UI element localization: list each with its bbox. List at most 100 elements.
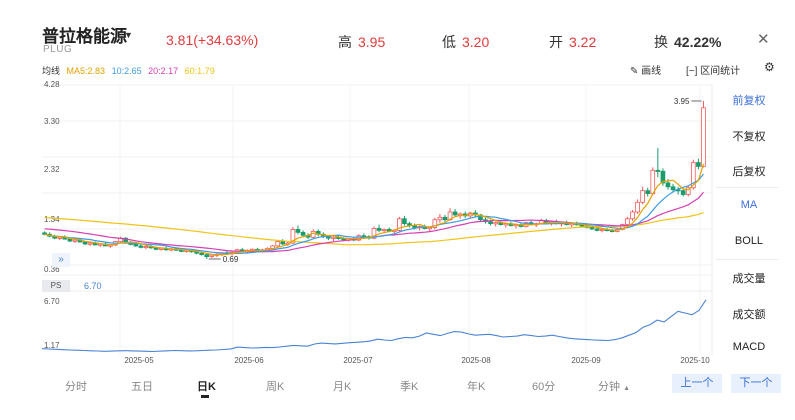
candle-body — [650, 169, 656, 194]
draw-line-button[interactable]: ✎ 画线 — [630, 66, 662, 77]
side-forward-adjusted[interactable]: 前复权 — [732, 95, 766, 107]
candle-body — [199, 252, 204, 256]
side-menu-separator — [716, 187, 778, 188]
price-axis-label: 2.32 — [44, 165, 60, 174]
ma5-value: MA5:2.83 — [66, 66, 106, 76]
candle-body — [361, 235, 367, 238]
time-axis-label: 2025-10 — [680, 356, 710, 365]
side-menu-separator — [716, 259, 778, 260]
candle-body — [442, 216, 448, 221]
candle-body — [209, 254, 215, 257]
candle-body — [402, 218, 407, 225]
ma60-value: 60:1.79 — [184, 66, 215, 76]
candle-body — [645, 190, 651, 194]
high-stat: 高 3.95 — [338, 34, 386, 50]
candle-body — [133, 244, 139, 247]
expand-panel-button[interactable]: » — [52, 253, 70, 267]
prev-stock-button[interactable]: 上一个 — [672, 374, 722, 393]
last-price: 3.81(+34.63%) — [166, 32, 259, 48]
candle-body — [381, 229, 387, 232]
candle-body — [452, 211, 458, 216]
candle-body — [685, 187, 691, 195]
period-tabs: 分时 五日 日K 周K 月K 季K 年K 60分 分钟 ▲ 上一个 下一个 — [0, 372, 795, 402]
ps-indicator-label[interactable]: PS — [42, 280, 70, 292]
settings-gear-icon[interactable]: ⚙ — [764, 60, 775, 74]
side-macd[interactable]: MACD — [732, 341, 766, 353]
tab-monthly-k[interactable]: 月K — [333, 381, 352, 393]
candle-body — [275, 241, 281, 247]
pencil-icon: ✎ — [630, 66, 639, 77]
ma10-value: 10:2.65 — [111, 66, 142, 76]
tab-minute[interactable]: 分钟 ▲ — [598, 381, 630, 393]
side-backward-adjusted[interactable]: 后复权 — [732, 166, 766, 178]
low-marker-label: 0.69 — [223, 255, 239, 264]
candle-body — [625, 218, 630, 225]
candle-body — [599, 229, 605, 232]
candle-body — [680, 190, 686, 195]
price-axis-label: 3.30 — [44, 117, 60, 126]
candle-body — [691, 162, 696, 189]
candle-body — [326, 236, 331, 239]
candle-body — [67, 238, 73, 242]
ma-legend-label: 均线 — [42, 66, 61, 76]
time-axis-label: 2025-08 — [461, 356, 491, 365]
ma10-line — [44, 173, 704, 254]
range-bracket-icon: [~] — [686, 66, 698, 77]
side-volume[interactable]: 成交量 — [732, 273, 766, 285]
candle-body — [204, 254, 210, 257]
stock-name[interactable]: 普拉格能源 — [42, 27, 127, 46]
candle-body — [300, 231, 306, 236]
candle-body — [331, 236, 336, 239]
caret-down-icon[interactable]: ▼ — [124, 30, 133, 40]
candle-body — [72, 239, 78, 242]
ps-indicator-value: 6.70 — [84, 281, 102, 291]
candle-body — [376, 228, 382, 231]
tab-weekly-k[interactable]: 周K — [266, 381, 285, 393]
high-marker-label: 3.95 — [674, 97, 690, 106]
candle-body — [701, 107, 706, 167]
close-icon[interactable]: ✕ — [757, 31, 770, 48]
ps-line — [41, 299, 707, 353]
candle-body — [670, 186, 676, 191]
low-stat: 低 3.20 — [442, 34, 490, 50]
candle-body — [665, 182, 671, 188]
candle-body — [87, 242, 93, 245]
next-stock-button[interactable]: 下一个 — [731, 374, 781, 393]
stock-ticker: PLUG — [43, 44, 73, 55]
caret-up-icon: ▲ — [623, 385, 630, 392]
candle-body — [630, 211, 635, 220]
tab-intraday[interactable]: 分时 — [65, 381, 87, 393]
active-tab-indicator — [201, 395, 209, 398]
candle-body — [82, 241, 88, 245]
candle-body — [371, 228, 377, 239]
tab-five-day[interactable]: 五日 — [131, 381, 153, 393]
side-boll[interactable]: BOLL — [734, 235, 764, 247]
range-stats-button[interactable]: [~] 区间统计 — [686, 66, 741, 77]
side-turnover[interactable]: 成交额 — [732, 309, 766, 321]
candle-body — [660, 170, 666, 184]
ma20-value: 20:2.17 — [148, 66, 179, 76]
time-axis-label: 2025-05 — [124, 356, 154, 365]
side-ma[interactable]: MA — [740, 199, 758, 211]
time-axis-label: 2025-09 — [571, 356, 601, 365]
candlestick-chart[interactable]: 4.28 3.30 2.32 1.34 0.36 2025-05 2025-06 2025-0… — [0, 0, 795, 370]
tab-daily-k[interactable]: 日K — [197, 381, 216, 393]
open-stat: 开 3.22 — [549, 34, 597, 50]
candle-body — [696, 162, 701, 167]
candle-body — [280, 241, 286, 245]
candle-body — [341, 238, 346, 241]
tab-quarterly-k[interactable]: 季K — [400, 381, 419, 393]
side-unadjusted[interactable]: 不复权 — [732, 131, 766, 143]
candle-body — [589, 227, 595, 230]
tab-60min[interactable]: 60分 — [532, 381, 556, 393]
stock-header: 普拉格能源 ▼ PLUG 3.81(+34.63%) 高 3.95 低 3.20 开… — [0, 0, 795, 62]
ma-legend: 均线 MA5:2.83 10:2.65 20:2.17 60:1.79 — [42, 64, 219, 77]
candle-body — [635, 201, 640, 213]
price-axis-label: 0.36 — [44, 265, 60, 274]
candle-body — [295, 229, 301, 233]
candle-body — [143, 246, 149, 249]
candle-body — [57, 236, 63, 239]
tab-yearly-k[interactable]: 年K — [467, 381, 486, 393]
ps-axis-min-label: 1.17 — [44, 341, 60, 350]
ma20-line — [44, 191, 704, 253]
